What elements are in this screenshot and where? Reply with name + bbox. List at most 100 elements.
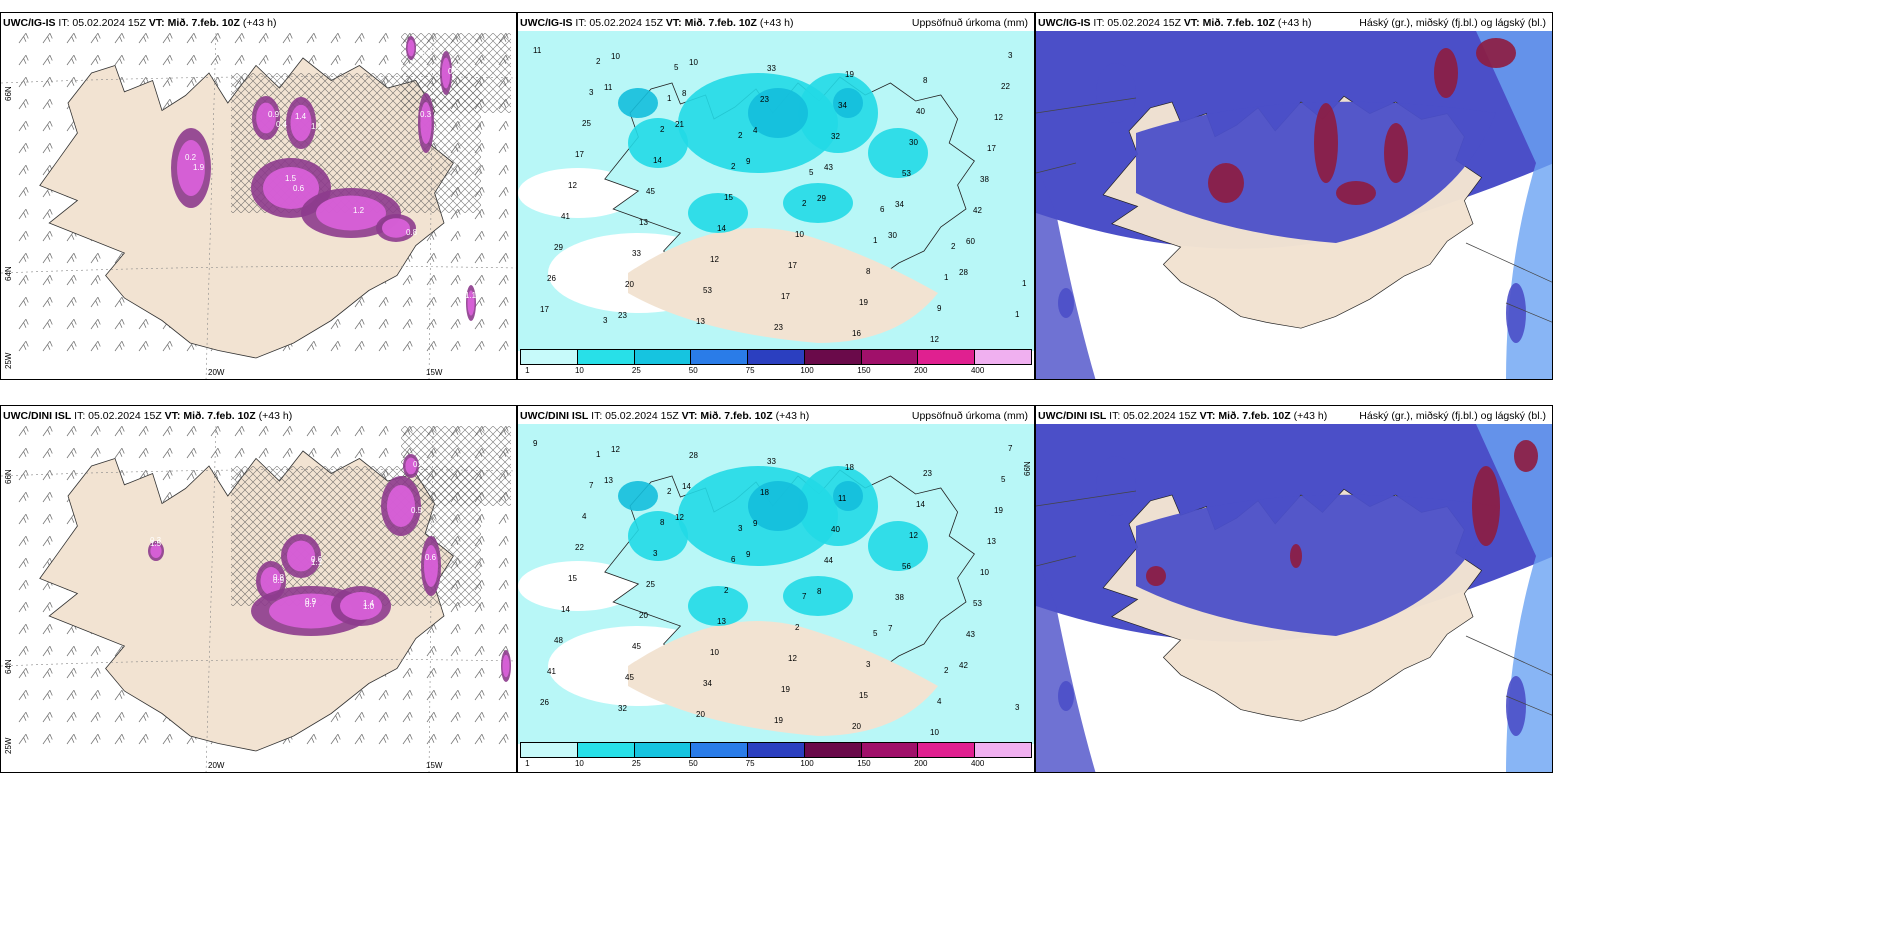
wind-barb xyxy=(42,340,53,352)
wind-barb xyxy=(138,447,149,459)
wind-barb xyxy=(498,340,509,352)
wind-barb xyxy=(18,98,29,110)
wind-barb xyxy=(498,535,509,547)
precip-blob xyxy=(618,88,658,118)
precip-value-label: 32 xyxy=(618,704,627,713)
colorbar-swatch xyxy=(861,350,919,364)
snow-value-label: 0.9 xyxy=(305,597,317,606)
colorbar-swatch xyxy=(691,350,749,364)
lon-grid xyxy=(428,32,434,379)
wind-barb xyxy=(90,711,101,723)
wind-barb xyxy=(354,54,365,66)
wind-barb xyxy=(498,318,509,330)
wind-barb xyxy=(474,252,485,264)
wind-barb xyxy=(42,711,53,723)
wind-barb xyxy=(42,469,53,481)
hatched-area xyxy=(401,426,511,506)
wind-barb xyxy=(210,32,221,44)
wind-barb xyxy=(186,54,197,66)
colorbar-swatch xyxy=(577,350,635,364)
wind-barb xyxy=(18,601,29,613)
precip-value-label: 8 xyxy=(660,518,665,527)
precip-value-label: 2 xyxy=(951,242,956,251)
precip-value-label: 43 xyxy=(824,163,833,172)
precip-value-label: 11 xyxy=(838,494,847,503)
precip-value-label: 3 xyxy=(1008,51,1013,60)
snow-blob xyxy=(382,218,410,238)
precip-value-label: 1 xyxy=(667,94,672,103)
wind-barb xyxy=(306,32,317,44)
wind-barb xyxy=(378,689,389,701)
precip-value-label: 44 xyxy=(824,556,833,565)
wind-barb xyxy=(450,318,461,330)
precip-value-label: 29 xyxy=(817,194,826,203)
colorbar-swatch xyxy=(691,743,749,757)
snow-blob xyxy=(260,567,282,595)
precip-value-label: 12 xyxy=(788,654,797,663)
wind-barb xyxy=(306,733,317,745)
snow-value-label: 0.5 xyxy=(411,506,423,515)
wind-barb xyxy=(90,274,101,286)
precip-value-label: 33 xyxy=(767,457,776,466)
wind-barb xyxy=(66,469,77,481)
snow-value-label: 1.4 xyxy=(295,112,307,121)
wind-barb xyxy=(426,230,437,242)
lon-label: 15W xyxy=(426,761,443,770)
wind-barb xyxy=(18,230,29,242)
wind-barb xyxy=(282,54,293,66)
panel-variable-label: Háský (gr.), miðský (fj.bl.) og lágský (… xyxy=(1359,410,1546,422)
wind-barb xyxy=(330,54,341,66)
wind-barb xyxy=(498,296,509,308)
lat-grid xyxy=(1,469,516,477)
wind-barb xyxy=(90,645,101,657)
wind-barb xyxy=(66,76,77,88)
precip-value-label: 53 xyxy=(703,286,712,295)
wind-barb xyxy=(162,76,173,88)
precip-value-label: 14 xyxy=(653,156,662,165)
precip-value-label: 12 xyxy=(710,255,719,264)
wind-barb xyxy=(18,54,29,66)
wind-barb xyxy=(474,711,485,723)
wind-barb xyxy=(450,645,461,657)
hatched-area xyxy=(401,33,511,113)
wind-barb xyxy=(354,447,365,459)
wind-barb xyxy=(138,425,149,437)
precip-value-label: 8 xyxy=(817,587,822,596)
precip-blob xyxy=(783,576,853,616)
wind-barb xyxy=(282,425,293,437)
precip-value-label: 34 xyxy=(838,101,847,110)
high-cloud-blob xyxy=(1514,440,1538,472)
lat-label: 25W xyxy=(4,737,13,754)
cloud-blob xyxy=(1058,681,1074,711)
precip-value-label: 8 xyxy=(866,267,871,276)
precip-value-label: 30 xyxy=(909,138,918,147)
precip-value-label: 42 xyxy=(973,206,982,215)
precip-value-label: 4 xyxy=(582,512,587,521)
wind-barb xyxy=(378,447,389,459)
wind-barb xyxy=(354,733,365,745)
wind-barb xyxy=(402,711,413,723)
lat-label: 66N xyxy=(1023,461,1032,476)
wind-barb xyxy=(90,425,101,437)
cloud-blob xyxy=(1096,456,1136,516)
wind-barb xyxy=(18,425,29,437)
wind-barb xyxy=(498,711,509,723)
precip-value-label: 45 xyxy=(632,642,641,651)
wind-barb xyxy=(114,32,125,44)
wind-barb xyxy=(498,120,509,132)
wind-barb xyxy=(354,32,365,44)
colorbar: 1 10 25 50 75 100 150 200 400 xyxy=(520,349,1032,377)
snow-value-label: 1.1 xyxy=(311,558,323,567)
wind-barb xyxy=(426,296,437,308)
precip-value-label: 23 xyxy=(774,323,783,332)
wind-barb xyxy=(18,667,29,679)
colorbar-tick-label: 25 xyxy=(631,366,641,375)
wind-barb xyxy=(234,54,245,66)
snow-blob xyxy=(441,57,451,89)
wind-barb xyxy=(42,252,53,264)
wind-barb xyxy=(66,54,77,66)
precip-value-label: 22 xyxy=(575,543,584,552)
wind-barb xyxy=(66,32,77,44)
wind-barb xyxy=(426,274,437,286)
wind-barb xyxy=(306,425,317,437)
